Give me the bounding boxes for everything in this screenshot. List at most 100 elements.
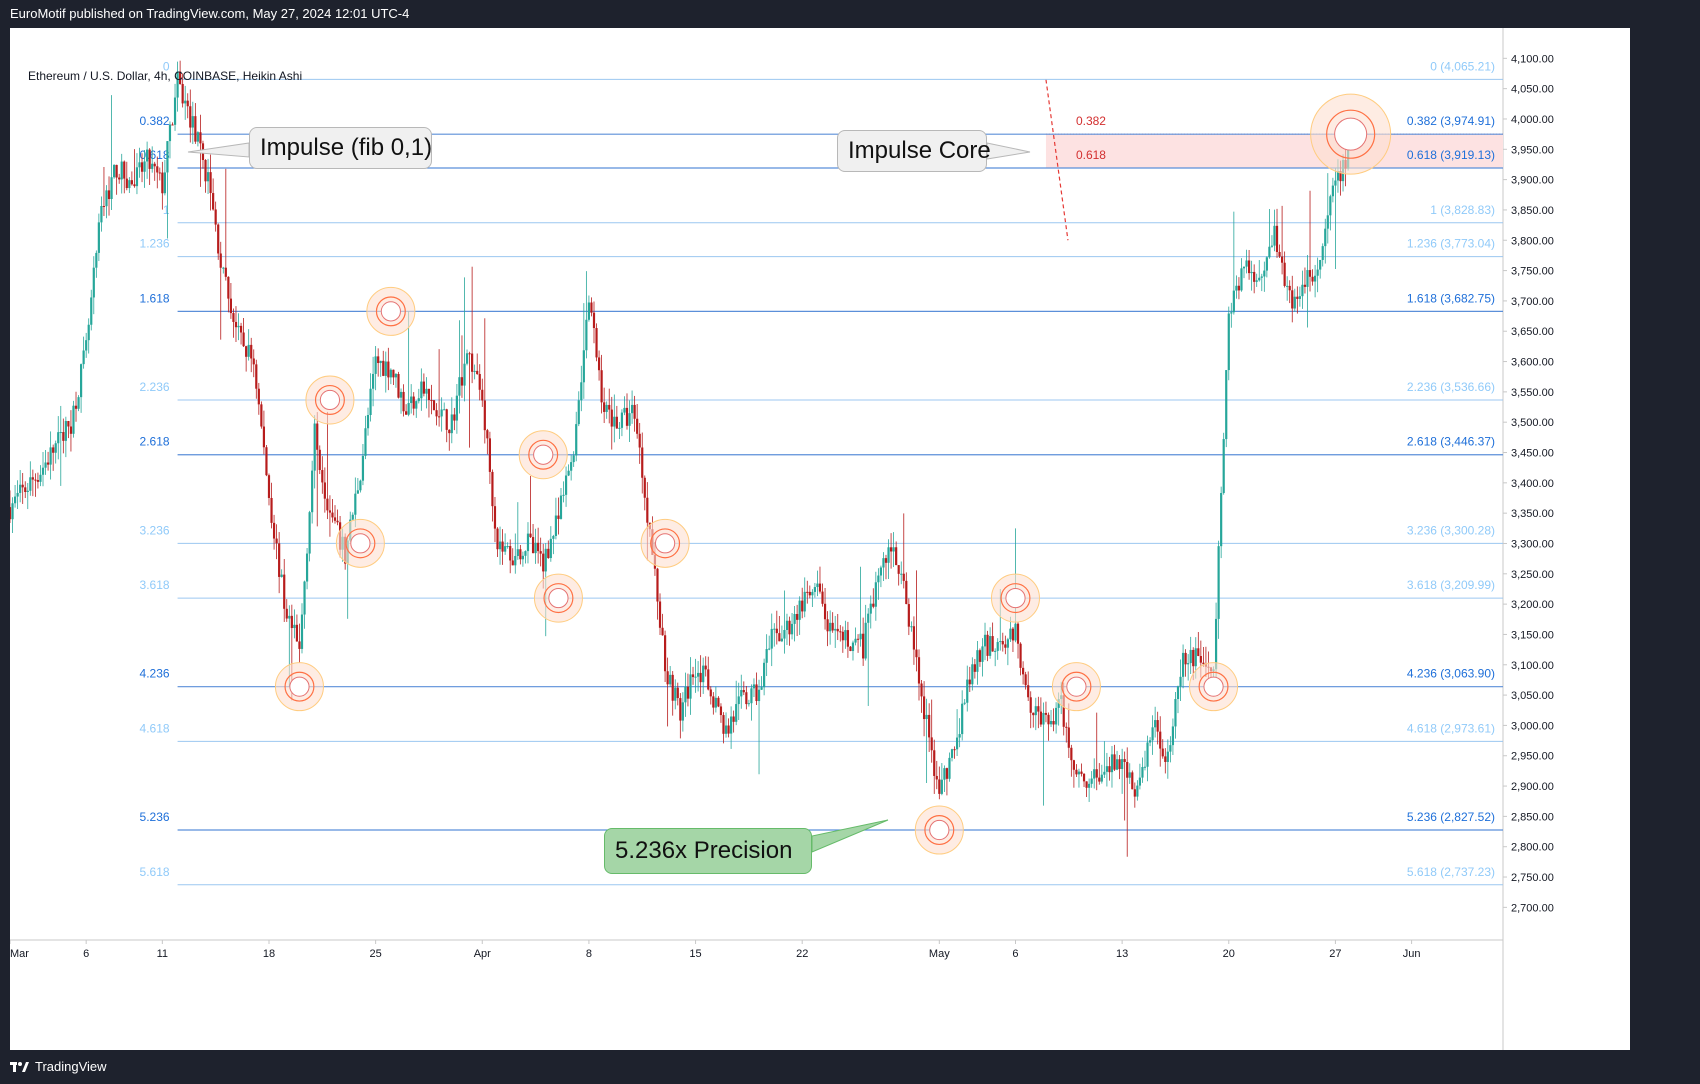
- candle-body: [572, 455, 575, 463]
- candle-body: [387, 361, 390, 378]
- candle-body: [1222, 439, 1225, 494]
- candle-body: [968, 679, 971, 685]
- candle-body: [851, 642, 855, 652]
- candle-body: [488, 438, 491, 472]
- candle-body: [663, 635, 667, 672]
- candle-body: [270, 497, 273, 523]
- candle-body: [194, 116, 197, 142]
- candle-body: [102, 205, 106, 207]
- candle-body: [973, 664, 976, 672]
- y-tick-label: 2,750.00: [1511, 872, 1554, 884]
- candle-body: [577, 400, 580, 425]
- candle-body: [460, 377, 464, 386]
- candle-body: [359, 480, 362, 491]
- candle-body: [539, 551, 542, 554]
- tradingview-logo-icon: [10, 1061, 29, 1072]
- published-header: EuroMotif published on TradingView.com, …: [0, 0, 1700, 28]
- candle-body: [669, 674, 672, 685]
- candle-body: [519, 549, 522, 560]
- candle-body: [206, 172, 210, 182]
- candle-body: [1166, 751, 1169, 762]
- candle-body: [1179, 676, 1182, 687]
- candle-body: [476, 370, 479, 374]
- candle-body: [384, 361, 387, 376]
- candle-body: [1288, 285, 1291, 291]
- candle-body: [1301, 284, 1304, 297]
- candle-body: [684, 686, 687, 703]
- trend-angle-line: [1045, 79, 1069, 241]
- candle-body: [719, 706, 723, 716]
- fib-left-label-5.236: 5.236: [140, 810, 170, 824]
- candle-body: [1273, 225, 1276, 246]
- candle-body: [300, 614, 304, 649]
- candle-body: [831, 622, 834, 631]
- candle-body: [788, 620, 791, 635]
- candle-body: [521, 555, 525, 560]
- candle-body: [801, 600, 804, 612]
- candle-body: [796, 613, 799, 620]
- candle-body: [417, 398, 420, 402]
- candle-body: [1298, 296, 1301, 299]
- candle-body: [245, 346, 248, 357]
- candle-body: [445, 409, 448, 430]
- x-tick-label: 27: [1329, 948, 1341, 960]
- fib-left-label-4.236: 4.236: [140, 667, 170, 681]
- candle-body: [1159, 731, 1162, 749]
- impulse-core-label-0382: 0.382: [1076, 114, 1106, 128]
- candle-body: [679, 698, 682, 721]
- chart-area[interactable]: 0.382 0.618 0 0 (4,065.21) 0.382 0.382 (3,974…: [10, 28, 1630, 1050]
- candle-body: [808, 591, 811, 596]
- impulse-core-callout-pointer: [986, 142, 1031, 160]
- candle-body: [658, 601, 662, 628]
- candle-body: [39, 474, 42, 482]
- candle-body: [1075, 769, 1078, 775]
- candle-body: [113, 164, 116, 178]
- y-tick-label: 3,100.00: [1511, 660, 1554, 672]
- candle-body: [567, 470, 570, 476]
- y-tick-label: 3,350.00: [1511, 508, 1554, 520]
- candle-body: [29, 477, 32, 491]
- candle-body: [179, 71, 182, 84]
- candle-body: [465, 353, 469, 364]
- fib-left-label-4.618: 4.618: [140, 721, 170, 735]
- fib-right-label-4.618: 4.618 (2,973.61): [1407, 721, 1495, 735]
- candle-body: [1113, 754, 1116, 770]
- candle-body: [745, 692, 748, 705]
- candle-body: [199, 132, 202, 144]
- candle-body: [1143, 766, 1147, 768]
- candle-body: [780, 638, 783, 642]
- candle-body: [483, 400, 486, 431]
- candle-body: [714, 697, 717, 708]
- candle-body: [1108, 766, 1111, 773]
- candle-body: [97, 222, 100, 253]
- candle-body: [897, 565, 900, 574]
- candle-body: [628, 413, 631, 426]
- tradingview-logo[interactable]: TradingView: [10, 1059, 107, 1074]
- candle-body: [874, 582, 877, 607]
- candle-body: [267, 475, 271, 498]
- candle-body: [953, 749, 956, 751]
- candle-body: [311, 470, 314, 513]
- candle-body: [625, 407, 629, 426]
- candle-body: [1169, 745, 1172, 752]
- candle-body: [834, 628, 837, 631]
- candle-body: [938, 779, 941, 794]
- candle-body: [785, 620, 789, 631]
- candle-body: [407, 403, 410, 415]
- fib-left-label-3.618: 3.618: [140, 578, 170, 592]
- candle-body: [443, 409, 446, 411]
- impulse-core-callout: Impulse Core: [837, 130, 991, 172]
- target-circle-inner: [548, 587, 569, 609]
- candle-body: [1161, 748, 1164, 757]
- candle-body: [1326, 215, 1329, 229]
- candle-body: [557, 515, 560, 519]
- candle-body: [1308, 270, 1312, 277]
- candle-body: [293, 624, 296, 629]
- candle-body: [983, 634, 987, 647]
- y-tick-label: 3,850.00: [1511, 205, 1554, 217]
- candle-body: [1072, 760, 1075, 770]
- candle-body: [1192, 649, 1195, 667]
- candle-body: [79, 364, 83, 398]
- target-circle-mid: [1198, 671, 1229, 702]
- candle-body: [747, 703, 750, 705]
